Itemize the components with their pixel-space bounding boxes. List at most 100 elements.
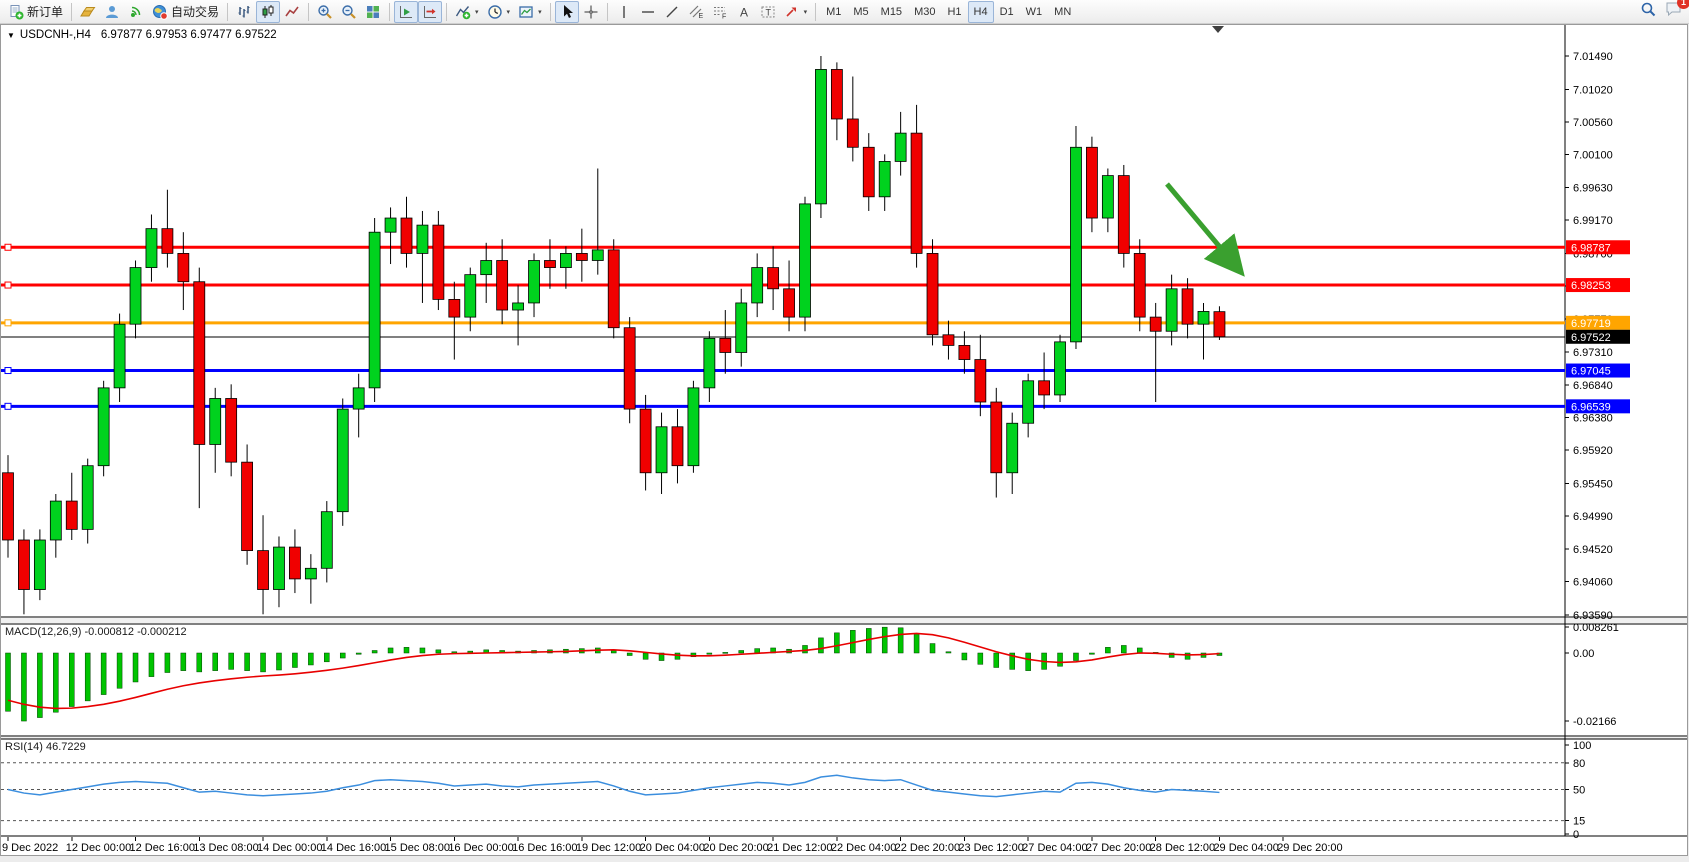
price-axis: 7.01490 7.01020 7.00560 7.00100 6.99630 6.991… [1565, 51, 1613, 622]
candle [49, 500, 62, 541]
auto-scroll-button[interactable] [394, 0, 419, 23]
candle [1213, 311, 1226, 338]
time-tick-label: 16 Dec 00:00 [448, 842, 513, 854]
macd-pane: 0.008261 0.00 -0.02166 [5, 622, 1619, 728]
templates-button[interactable]: ▾ [514, 1, 546, 23]
candle [432, 224, 445, 300]
candle [783, 288, 795, 318]
candle [416, 224, 429, 254]
market-depth-button[interactable] [76, 1, 100, 23]
text-tool-button[interactable]: A [732, 1, 756, 23]
trend-arrow[interactable] [1165, 182, 1245, 277]
chart-shift-marker[interactable] [1212, 26, 1224, 33]
tile-windows-button[interactable] [361, 1, 385, 23]
autotrading-globe-icon [152, 4, 168, 20]
macd-histogram-bar [866, 628, 872, 654]
channel-tool-button[interactable]: E [684, 1, 708, 23]
candle [735, 302, 748, 353]
tf-button-MN[interactable]: MN [1054, 5, 1072, 18]
horizontal-lines[interactable] [1, 243, 1565, 410]
indicators-button[interactable]: ▾ [451, 1, 483, 23]
zoom-in-button[interactable] [313, 1, 337, 23]
dropdown-caret-icon: ▾ [803, 8, 808, 16]
candle [942, 334, 955, 346]
line-chart-mode-button[interactable] [280, 1, 304, 23]
rsi-tick-label: 15 [1573, 816, 1585, 828]
candle [1070, 146, 1082, 343]
cursor-tool-button[interactable] [554, 0, 579, 23]
candle [161, 228, 174, 254]
new-order-button[interactable]: 新订单 [4, 1, 67, 23]
price-badge-label: 6.98787 [1571, 242, 1611, 254]
horizontal-line-tool-button[interactable] [636, 1, 660, 23]
macd-histogram-bar [435, 649, 442, 654]
macd-histogram-bar [355, 652, 362, 655]
macd-histogram-bar [69, 652, 75, 707]
price-tick-label: 6.93590 [1573, 610, 1613, 622]
candlestick-mode-button[interactable] [256, 0, 281, 23]
chart-shift-button[interactable] [418, 0, 443, 23]
vertical-line-tool-button[interactable] [612, 1, 636, 23]
time-tick-label: 14 Dec 16:00 [321, 842, 386, 854]
macd-histogram-bar [132, 652, 139, 683]
bar-chart-mode-button[interactable] [232, 1, 256, 23]
arrows-tool-button[interactable]: ▾ [780, 1, 812, 23]
macd-tick-label: 0.008261 [1573, 622, 1619, 634]
equidistant-channel-icon: E [688, 4, 704, 20]
trendline-tool-button[interactable] [660, 1, 684, 23]
tf-button-M1[interactable]: M1 [826, 5, 842, 18]
candle [926, 253, 939, 336]
macd-histogram-bar [690, 652, 697, 658]
time-tick-label: 19 Dec 12:00 [576, 842, 641, 854]
macd-histogram-bar [929, 643, 936, 654]
price-badges: 6.98787 6.98253 6.97719 6.97045 6.96539 6.975… [1566, 240, 1630, 414]
fibonacci-tool-button[interactable]: F [708, 1, 732, 23]
tf-button-H4[interactable]: H4 [967, 0, 994, 23]
line-handle [4, 319, 12, 327]
price-tick-label: 7.01490 [1573, 51, 1613, 63]
macd-histogram-bar [1184, 652, 1191, 660]
price-tick-label: 6.99170 [1573, 215, 1613, 227]
chart-title-caret-icon[interactable]: ▼ [7, 31, 15, 40]
price-tick-label: 7.01020 [1573, 84, 1613, 96]
macd-histogram-bar [1168, 652, 1175, 658]
signals-button[interactable] [124, 1, 148, 23]
new-order-label: 新订单 [27, 5, 64, 19]
candle [1006, 422, 1019, 474]
macd-values: -0.000812 -0.000212 [84, 626, 187, 638]
candle [1086, 146, 1098, 219]
notifications-button[interactable]: 1 [1665, 0, 1689, 22]
time-tick-label: 27 Dec 04:00 [1022, 842, 1087, 854]
tf-button-M15[interactable]: M15 [880, 5, 903, 18]
text-icon: A [736, 4, 752, 20]
tf-button-M5[interactable]: M5 [853, 5, 869, 18]
candle [990, 401, 1003, 474]
macd-histogram-bar [1025, 652, 1031, 671]
candle [1149, 316, 1162, 332]
price-tick-label: 7.00560 [1573, 117, 1613, 129]
time-tick-label: 21 Dec 12:00 [767, 842, 832, 854]
macd-histogram-bar [897, 627, 904, 654]
zoom-out-button[interactable] [337, 1, 361, 23]
macd-histogram-bar [116, 652, 123, 689]
macd-histogram-bar [196, 652, 203, 673]
tf-button-H1[interactable]: H1 [947, 5, 962, 18]
autotrading-button[interactable]: 自动交易 [148, 1, 223, 23]
label-tool-button[interactable]: T [756, 1, 780, 23]
community-button[interactable] [100, 1, 124, 23]
separator [227, 2, 229, 21]
rsi-tick-label: 0 [1573, 829, 1579, 841]
tf-button-W1[interactable]: W1 [1025, 5, 1043, 18]
tf-button-M30[interactable]: M30 [914, 5, 936, 18]
tf-button-D1[interactable]: D1 [999, 5, 1014, 18]
periods-button[interactable]: ▾ [483, 1, 515, 23]
macd-histogram-bar [626, 652, 633, 656]
line-chart-icon [284, 4, 300, 20]
search-icon[interactable] [1640, 1, 1657, 23]
toolbar-right: 1 [1640, 0, 1689, 23]
candle [81, 465, 94, 530]
candle [33, 539, 46, 590]
crosshair-tool-button[interactable] [579, 1, 603, 23]
